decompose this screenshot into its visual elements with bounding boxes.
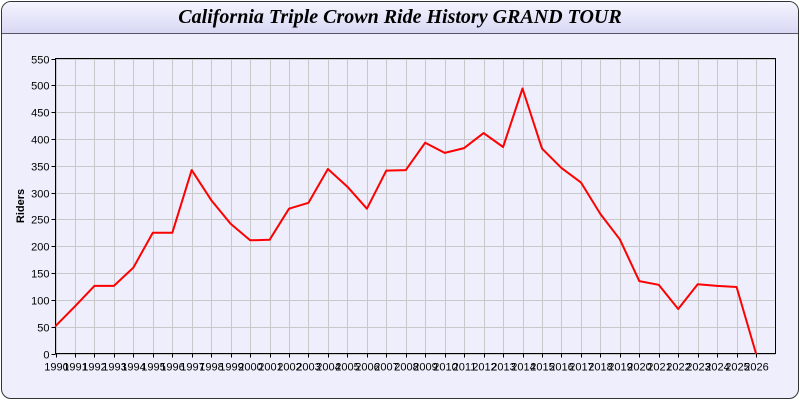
y-tick-label: 400	[31, 135, 49, 147]
series-line	[54, 87, 757, 354]
data-point	[249, 239, 251, 242]
data-point	[502, 146, 504, 148]
data-point	[619, 238, 621, 241]
data-point	[346, 185, 349, 188]
x-tick-label: 2017	[569, 362, 593, 374]
y-tick-label: 100	[31, 296, 49, 308]
data-point	[404, 169, 407, 171]
x-tick-label: 2015	[530, 362, 554, 374]
x-tick-label: 2012	[472, 362, 496, 374]
data-point	[482, 132, 485, 134]
x-tick-label: 1998	[199, 362, 223, 374]
y-tick-label: 550	[31, 55, 49, 67]
data-point	[132, 266, 135, 269]
x-tick-label: 1990	[44, 362, 68, 374]
x-tick-label: 2000	[238, 362, 262, 374]
y-tick-label: 150	[31, 269, 49, 281]
x-tick-label: 2019	[608, 362, 632, 374]
y-tick-label: 300	[31, 189, 49, 201]
y-tick-label: 350	[31, 162, 49, 174]
x-tick-label: 1995	[141, 362, 165, 374]
x-tick-label: 1999	[219, 362, 243, 374]
x-tick-label: 1991	[63, 362, 87, 374]
data-point	[716, 285, 718, 287]
x-tick-label: 2004	[316, 362, 340, 374]
data-point	[268, 238, 271, 241]
x-tick-label: 1996	[160, 362, 184, 374]
x-tick-label: 1992	[82, 362, 106, 374]
y-tick-label: 250	[31, 215, 49, 227]
data-point	[288, 207, 290, 210]
y-tick-label: 200	[31, 242, 49, 254]
title-bar: California Triple Crown Ride History GRA…	[2, 2, 798, 34]
data-point	[210, 199, 212, 201]
x-tick-label: 1993	[102, 362, 126, 374]
data-point	[307, 201, 310, 204]
data-point	[366, 207, 368, 210]
chart-title: California Triple Crown Ride History GRA…	[178, 6, 622, 28]
x-tick-label: 2003	[296, 362, 320, 374]
x-tick-label: 2008	[394, 362, 418, 374]
data-point	[443, 152, 446, 154]
y-tick-label: 450	[31, 108, 49, 120]
x-tick-label: 2016	[549, 362, 573, 374]
data-point	[755, 352, 757, 355]
x-tick-label: 2013	[491, 362, 515, 374]
data-point	[560, 167, 563, 169]
x-axis: 1990199119921993199419951996199719981999…	[44, 353, 769, 374]
x-tick-label: 2007	[374, 362, 398, 374]
data-point	[677, 308, 680, 310]
x-tick-label: 2001	[258, 362, 282, 374]
data-point	[521, 87, 524, 90]
data-point	[113, 285, 115, 287]
x-tick-label: 2006	[355, 362, 379, 374]
data-point	[385, 169, 388, 172]
plot-border	[55, 58, 776, 354]
data-point	[151, 232, 154, 234]
data-point	[735, 286, 738, 288]
data-point	[171, 232, 174, 234]
data-point	[229, 222, 232, 225]
x-tick-label: 2026	[744, 362, 768, 374]
data-point	[541, 147, 543, 150]
x-tick-label: 2021	[647, 362, 671, 374]
data-point	[463, 147, 465, 149]
data-point	[74, 305, 76, 308]
y-axis-label: Riders	[15, 189, 27, 223]
x-tick-label: 2018	[588, 362, 612, 374]
x-tick-label: 2009	[413, 362, 437, 374]
data-point	[93, 285, 96, 287]
y-axis: 0 50 100 150 200 250 300 350 400 450 500 550	[31, 55, 56, 362]
x-tick-label: 2024	[705, 362, 729, 374]
data-point	[190, 169, 193, 171]
grid	[55, 58, 776, 355]
x-tick-label: 2022	[666, 362, 690, 374]
x-tick-label: 1994	[121, 362, 145, 374]
data-point	[54, 325, 57, 327]
data-point	[696, 283, 699, 286]
data-point	[424, 141, 427, 144]
x-tick-label: 2020	[627, 362, 651, 374]
x-tick-label: 2002	[277, 362, 301, 374]
data-point	[327, 168, 329, 170]
x-tick-label: 2011	[453, 362, 477, 374]
data-point	[657, 284, 660, 286]
x-tick-label: 2014	[511, 362, 535, 374]
x-tick-label: 2005	[335, 362, 359, 374]
x-tick-label: 2025	[725, 362, 749, 374]
data-point	[580, 181, 582, 184]
data-point	[599, 213, 602, 215]
y-tick-label: 50	[37, 323, 49, 335]
x-tick-label: 2023	[686, 362, 710, 374]
x-tick-label: 2010	[433, 362, 457, 374]
y-tick-label: 0	[43, 350, 49, 362]
x-tick-label: 1997	[180, 362, 204, 374]
data-point	[638, 280, 641, 282]
series	[54, 87, 757, 355]
y-tick-label: 500	[31, 81, 49, 93]
